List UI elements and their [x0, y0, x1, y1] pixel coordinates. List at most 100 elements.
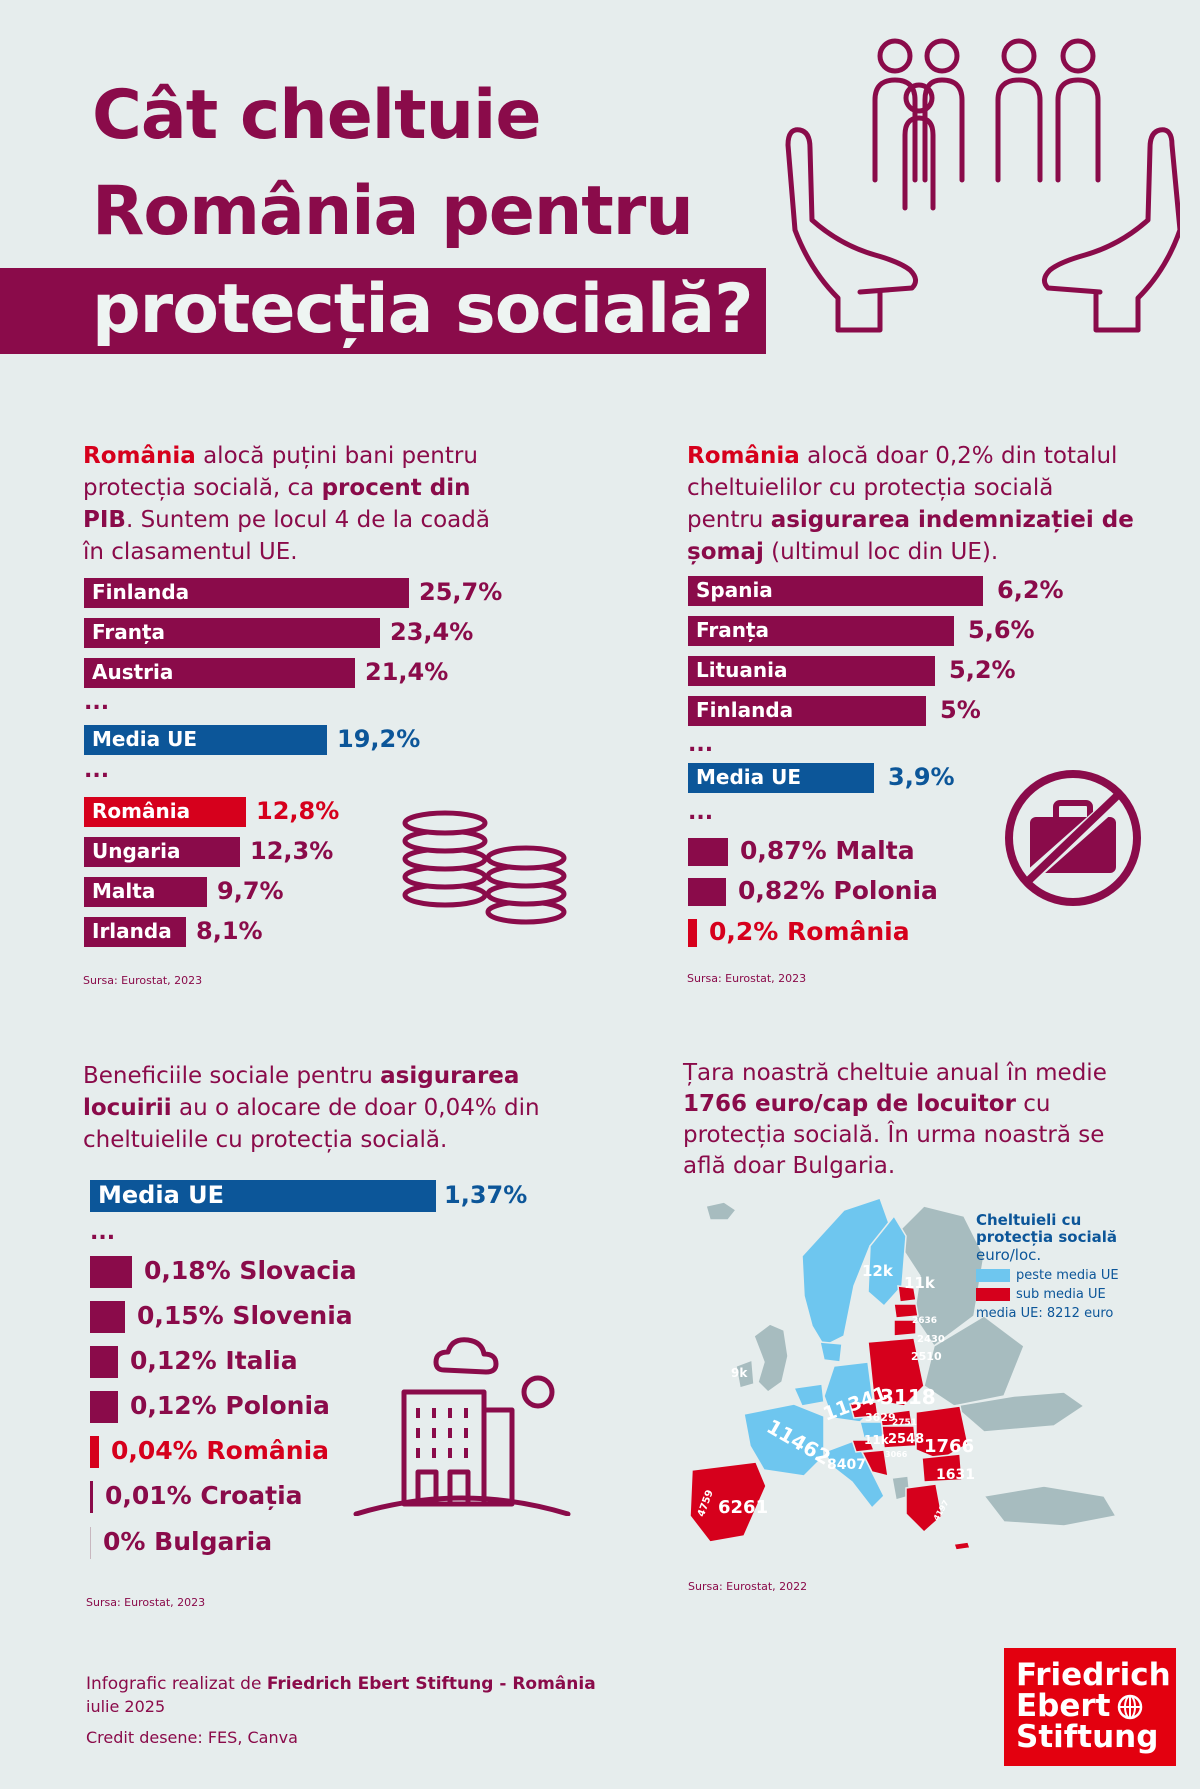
bar-row: Finlanda 25,7%	[84, 578, 529, 608]
turkey-shape	[982, 1485, 1116, 1527]
map-value-label: 12k	[862, 1262, 893, 1280]
intro-text: (ultimul loc din UE).	[763, 539, 999, 565]
square-mark	[90, 1527, 91, 1559]
map-value-label: 2510	[911, 1350, 942, 1363]
greece-shape	[905, 1483, 943, 1534]
logo-line-1: Friedrich	[1016, 1657, 1171, 1693]
bar-value-label: 6,2%	[997, 576, 1064, 604]
section3-intro: Beneficiile sociale pentru asigurarea lo…	[83, 1060, 553, 1156]
bar-label: Spania	[696, 578, 773, 602]
map-value-label: 11k	[904, 1274, 935, 1292]
square-mark	[90, 1481, 93, 1513]
square-row: 0,82% Polonia	[688, 876, 968, 908]
footer-date: iulie 2025	[86, 1697, 166, 1716]
map-value-label: 2636	[912, 1316, 938, 1326]
denmark-shape	[819, 1341, 843, 1363]
map-value-label: 6261	[718, 1497, 769, 1518]
bar-label: Irlanda	[92, 919, 172, 943]
map-value-label: 8407	[827, 1457, 866, 1473]
fes-logo: Friedrich Ebert Stiftung	[1004, 1648, 1176, 1766]
intro-bold: procent din PIB	[83, 475, 471, 533]
legend-item-above: peste media UE	[976, 1268, 1156, 1283]
bar-label: România	[92, 799, 191, 823]
square-value-label: 0,2% România	[709, 917, 910, 946]
legend-average: media UE: 8212 euro	[976, 1306, 1114, 1321]
bar-label: Lituania	[696, 658, 788, 682]
latvia-shape	[893, 1303, 919, 1319]
slovakia-shape	[879, 1409, 913, 1427]
square-value-label: 0,12% Italia	[130, 1346, 298, 1375]
intro-bold: asigurarea indemnizației de șomaj	[687, 507, 1134, 565]
bar-value-label: 5,2%	[949, 656, 1016, 684]
footer-prefix: Infografic realizat de	[86, 1674, 267, 1694]
square-value-label: 0,18% Slovacia	[144, 1256, 357, 1285]
bar-row: Media UE 3,9%	[688, 763, 974, 793]
title-line-2: România pentru	[92, 172, 694, 251]
square-row: 0,01% Croația	[90, 1481, 390, 1515]
bar-row: Spania 6,2%	[688, 576, 1083, 606]
ukraine-shape	[952, 1391, 1086, 1433]
bar	[688, 616, 954, 646]
bar-label: Austria	[92, 660, 174, 684]
bar	[84, 725, 327, 755]
bar-label: Media UE	[696, 765, 801, 789]
intro-text: Beneficiile sociale pentru	[83, 1063, 381, 1089]
intro-highlight-romania: România	[83, 443, 196, 469]
square-row: 0,15% Slovenia	[90, 1301, 390, 1335]
intro-text: alocă puțini bani pentru protecția socia…	[83, 443, 478, 501]
ellipsis: ...	[688, 732, 714, 757]
bar-value-label: 5%	[940, 696, 981, 724]
square-value-label: 0,15% Slovenia	[137, 1301, 353, 1330]
logo-line-3: Stiftung	[1016, 1719, 1159, 1755]
ellipsis: ...	[84, 690, 110, 715]
title-line-3: protecția socială?	[92, 270, 754, 349]
section4-intro: Țara noastră cheltuie anual în medie 176…	[683, 1058, 1143, 1182]
square-mark	[90, 1436, 99, 1468]
section4-source: Sursa: Eurostat, 2022	[688, 1580, 808, 1593]
bar	[84, 578, 409, 608]
square-row: 0% Bulgaria	[90, 1527, 390, 1561]
title-highlight-bar	[0, 268, 766, 354]
legend-label-above: peste media UE	[1016, 1268, 1119, 1283]
section3-source: Sursa: Eurostat, 2023	[86, 1596, 206, 1609]
legend-title: Cheltuieli cu protecția socială	[976, 1211, 1117, 1246]
benelux-shape	[792, 1383, 825, 1407]
bar-label: Malta	[92, 879, 156, 903]
bar-row: Franța 23,4%	[84, 618, 500, 648]
france-shape	[743, 1403, 825, 1477]
bar-row: Media UE 19,2%	[84, 725, 447, 755]
section1-source: Sursa: Eurostat, 2023	[83, 974, 203, 987]
bar	[688, 576, 983, 606]
poland-shape	[867, 1337, 925, 1407]
bulgaria-shape	[921, 1453, 963, 1483]
globe-icon	[1117, 1694, 1142, 1719]
square-value-label: 0,04% România	[111, 1436, 330, 1465]
section2-source: Sursa: Eurostat, 2023	[687, 972, 807, 985]
legend-label-below: sub media UE	[1016, 1287, 1106, 1302]
ellipsis: ...	[84, 758, 110, 783]
map-legend: Cheltuieli cu protecția socială euro/loc…	[976, 1212, 1156, 1321]
iceland-shape	[705, 1201, 738, 1221]
bar-label: Finlanda	[696, 698, 794, 722]
square-row: 0,87% Malta	[688, 836, 968, 868]
title-line-1: Cât cheltuie	[92, 76, 541, 155]
square-value-label: 0,82% Polonia	[738, 876, 938, 905]
europe-map	[689, 1197, 1116, 1551]
map-value-label: 3118	[880, 1385, 936, 1409]
bar	[84, 837, 240, 867]
sweden-norway-shape	[801, 1197, 891, 1347]
bar-value-label: 21,4%	[365, 658, 449, 686]
square-value-label: 0,01% Croația	[105, 1481, 303, 1510]
ireland-shape	[735, 1358, 755, 1389]
ellipsis: ...	[90, 1220, 116, 1245]
square-row: 0,18% Slovacia	[90, 1256, 390, 1290]
bar-value-label: 9,7%	[217, 877, 284, 905]
bar-row: Irlanda 8,1%	[84, 917, 306, 947]
bar-value-label: 8,1%	[196, 917, 263, 945]
bar	[90, 1180, 436, 1212]
family-hands-icon	[785, 38, 1180, 333]
ellipsis: ...	[688, 800, 714, 825]
square-mark	[90, 1391, 118, 1423]
bar-label: Ungaria	[92, 839, 181, 863]
bar-label: Finlanda	[92, 580, 190, 604]
